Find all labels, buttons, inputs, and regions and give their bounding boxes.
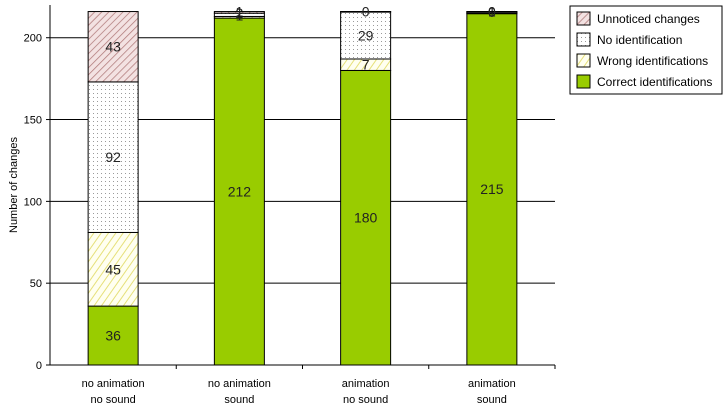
data-label: 0 bbox=[362, 4, 370, 20]
y-tick-label: 50 bbox=[30, 278, 42, 290]
legend-label: Unnoticed changes bbox=[597, 12, 700, 26]
x-tick-label: sound bbox=[224, 394, 254, 406]
bar-segment-correct-identifications bbox=[466, 12, 518, 366]
legend-swatch bbox=[576, 32, 591, 47]
x-tick-label: no sound bbox=[343, 394, 388, 406]
data-label: 29 bbox=[358, 27, 374, 43]
bar-segment-unnoticed-changes bbox=[466, 11, 518, 13]
data-label: 0 bbox=[488, 4, 496, 20]
data-label: 180 bbox=[354, 210, 378, 226]
y-tick-label: 150 bbox=[24, 115, 42, 127]
x-tick-label: animation bbox=[468, 378, 516, 390]
x-tick-label: no animation bbox=[82, 378, 145, 390]
y-tick-label: 200 bbox=[24, 33, 42, 45]
y-tick-label: 100 bbox=[24, 196, 42, 208]
data-label: 7 bbox=[362, 57, 370, 73]
data-label: 43 bbox=[105, 39, 121, 55]
bar-segment-correct-identifications bbox=[87, 305, 139, 366]
x-tick-label: no sound bbox=[90, 394, 135, 406]
bar-segment-unnoticed-changes bbox=[213, 11, 265, 14]
bar-segment-correct-identifications bbox=[340, 69, 392, 366]
data-label: 212 bbox=[228, 184, 252, 200]
data-label: 45 bbox=[105, 261, 121, 277]
data-label: 215 bbox=[480, 181, 504, 197]
legend-label: No identification bbox=[597, 33, 682, 47]
bar-segment-wrong-identifications bbox=[87, 231, 139, 307]
legend-label: Wrong identifications bbox=[597, 54, 708, 68]
bar-segment-unnoticed-changes bbox=[340, 11, 392, 13]
bar-segment-no-identification bbox=[87, 81, 139, 233]
legend: Unnoticed changes No identification Wrong … bbox=[569, 5, 723, 95]
legend-swatch bbox=[576, 11, 591, 26]
x-tick-label: animation bbox=[342, 378, 390, 390]
legend-swatch bbox=[576, 74, 591, 89]
bar-segment-unnoticed-changes bbox=[87, 11, 139, 83]
y-axis-label: Number of changes bbox=[8, 137, 20, 233]
x-tick-label: no animation bbox=[208, 378, 271, 390]
x-tick-label: sound bbox=[477, 394, 507, 406]
y-tick-label: 0 bbox=[36, 360, 42, 372]
legend-label: Correct identifications bbox=[597, 75, 712, 89]
data-label: 1 bbox=[235, 4, 243, 20]
data-label: 92 bbox=[105, 149, 121, 165]
legend-box bbox=[569, 5, 723, 95]
data-label: 36 bbox=[105, 328, 121, 344]
legend-swatch bbox=[576, 53, 591, 68]
bar-segment-correct-identifications bbox=[213, 17, 265, 366]
